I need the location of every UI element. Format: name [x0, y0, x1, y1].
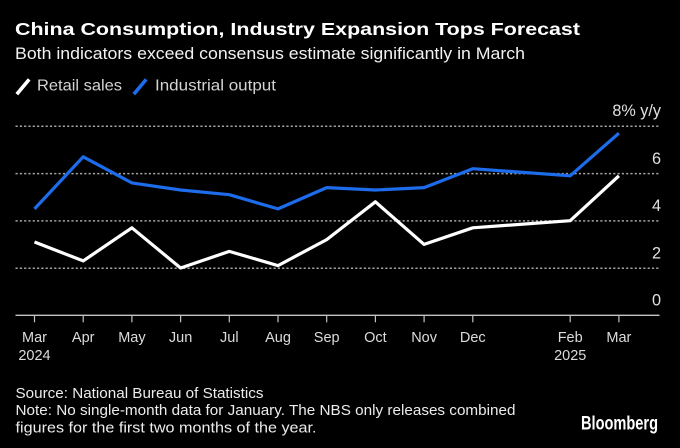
svg-text:Oct: Oct [364, 330, 387, 346]
svg-text:Jul: Jul [220, 330, 239, 346]
svg-text:figures for the first two mont: figures for the first two months of the … [16, 421, 317, 437]
svg-text:Dec: Dec [460, 330, 486, 346]
svg-text:Nov: Nov [411, 330, 438, 346]
svg-text:May: May [118, 330, 146, 346]
svg-text:China Consumption, Industry Ex: China Consumption, Industry Expansion To… [15, 19, 580, 39]
svg-text:Both indicators exceed consens: Both indicators exceed consensus estimat… [15, 45, 525, 63]
svg-text:0: 0 [652, 292, 661, 310]
svg-text:Bloomberg: Bloomberg [581, 413, 658, 434]
svg-text:Feb: Feb [558, 330, 583, 346]
svg-text:Apr: Apr [72, 330, 95, 346]
svg-text:Retail sales: Retail sales [37, 78, 122, 95]
svg-text:8% y/y: 8% y/y [612, 102, 661, 120]
svg-text:Aug: Aug [265, 330, 291, 346]
svg-text:2: 2 [652, 244, 661, 262]
svg-text:6: 6 [652, 150, 661, 168]
svg-text:2024: 2024 [18, 348, 50, 364]
svg-text:Source: National Bureau of Sta: Source: National Bureau of Statistics [16, 386, 264, 402]
svg-text:Mar: Mar [22, 330, 47, 346]
svg-text:Jun: Jun [169, 330, 192, 346]
svg-text:Industrial output: Industrial output [155, 78, 277, 95]
svg-text:4: 4 [652, 197, 661, 215]
svg-text:Sep: Sep [314, 330, 340, 346]
svg-text:2025: 2025 [554, 348, 586, 364]
svg-text:Note: No single-month data for: Note: No single-month data for January. … [16, 403, 516, 419]
svg-text:Mar: Mar [606, 330, 631, 346]
